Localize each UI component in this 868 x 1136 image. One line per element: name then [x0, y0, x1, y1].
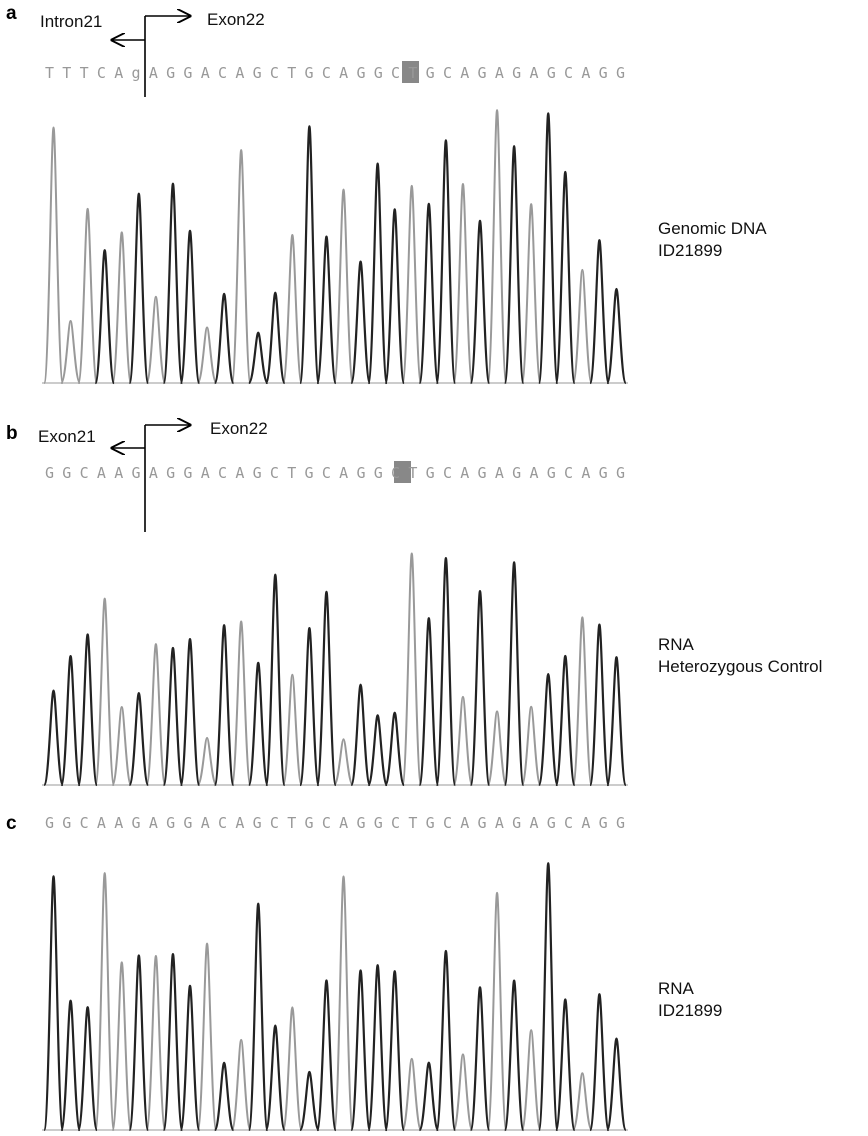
left-label: Exon21: [38, 427, 96, 446]
figure: a Intron21 Exon22 TTTCAgAGGACAGCTGCAGGCT…: [0, 0, 868, 1136]
trace: [44, 558, 626, 785]
left-label: Intron21: [40, 12, 102, 31]
caption: RNA: [658, 979, 695, 998]
panel-letter: a: [6, 3, 17, 24]
trace: [44, 863, 626, 1130]
splice-arrow: [112, 16, 190, 97]
caption: ID21899: [658, 241, 722, 260]
sequence: GGCAAGAGGACAGCTGCAGGCTGCAGAGAGCAGG: [45, 814, 625, 832]
right-label: Exon22: [207, 10, 265, 29]
right-label: Exon22: [210, 419, 268, 438]
caption: Heterozygous Control: [658, 657, 822, 676]
caption: ID21899: [658, 1001, 722, 1020]
trace: [95, 113, 626, 383]
sequence: TTTCAgAGGACAGCTGCAGGCTGCAGAGAGCAGG: [45, 64, 625, 82]
chromatograms: [42, 110, 628, 1130]
trace: [44, 110, 592, 383]
panel-letter: b: [6, 423, 18, 444]
sequence: GGCAAGAGGACAGCTGCAGGCTGCAGAGAGCAGG: [45, 464, 625, 482]
panel-letter: c: [6, 813, 17, 834]
caption: Genomic DNA: [658, 219, 767, 238]
caption: RNA: [658, 635, 695, 654]
